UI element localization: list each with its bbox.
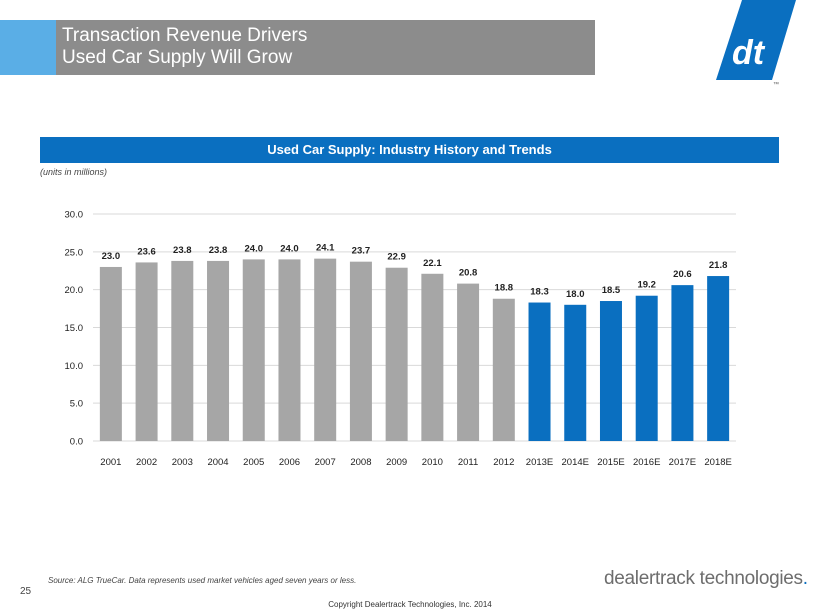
x-tick-label: 2018E (704, 457, 731, 468)
dealertrack-dt-logo-icon: dt ™ (716, 0, 796, 88)
bar (564, 304, 587, 441)
x-tick-label: 2013E (526, 457, 553, 468)
bar (135, 262, 158, 441)
x-tick-label: 2009 (386, 457, 407, 468)
x-tick-label: 2015E (597, 457, 624, 468)
bar-value-label: 23.0 (102, 251, 121, 262)
y-tick-label: 0.0 (70, 437, 83, 448)
bar-value-label: 23.8 (173, 245, 192, 256)
x-tick-label: 2016E (633, 457, 660, 468)
bar-value-label: 23.6 (137, 246, 156, 257)
bar (599, 301, 622, 441)
bar (635, 295, 658, 441)
chart-section-header: Used Car Supply: Industry History and Tr… (40, 137, 779, 163)
brand-wordmark-text: dealertrack technologies (604, 568, 803, 589)
x-tick-label: 2012 (493, 457, 514, 468)
trademark-symbol: ™ (773, 81, 779, 88)
bar-value-label: 24.0 (280, 243, 299, 254)
brand-wordmark: dealertrack technologies. (604, 568, 808, 590)
bar (171, 260, 194, 441)
x-tick-label: 2014E (562, 457, 589, 468)
y-tick-label: 20.0 (65, 285, 84, 296)
x-tick-label: 2011 (458, 457, 478, 468)
bar-value-label: 21.8 (709, 260, 728, 271)
bar-value-label: 20.8 (459, 268, 478, 279)
bar (242, 259, 265, 441)
x-tick-label: 2010 (422, 457, 443, 468)
bar-value-label: 18.3 (530, 287, 549, 298)
copyright-text: Copyright Dealertrack Technologies, Inc.… (328, 600, 492, 609)
x-tick-label: 2017E (669, 457, 696, 468)
slide-title-line-2: Used Car Supply Will Grow (62, 47, 293, 68)
title-accent-bar (0, 20, 56, 75)
bar (671, 285, 694, 441)
bar-value-label: 22.1 (423, 258, 442, 269)
bar (421, 273, 444, 441)
source-note: Source: ALG TrueCar. Data represents use… (48, 576, 357, 585)
x-tick-label: 2002 (136, 457, 157, 468)
y-tick-label: 15.0 (65, 323, 84, 334)
bar-value-label: 23.7 (352, 246, 371, 257)
bar (492, 298, 515, 441)
y-tick-label: 25.0 (65, 247, 84, 258)
bar-value-label: 19.2 (637, 280, 656, 291)
bar (207, 260, 230, 441)
x-tick-label: 2004 (207, 457, 228, 468)
units-note: (units in millions) (40, 167, 108, 177)
bar (349, 261, 372, 441)
x-tick-label: 2005 (243, 457, 264, 468)
bar-value-label: 24.1 (316, 243, 335, 254)
bar-value-label: 23.8 (209, 245, 228, 256)
slide-title-line-1: Transaction Revenue Drivers (62, 25, 308, 46)
bar (314, 258, 337, 441)
slide-title: Transaction Revenue Drivers Used Car Sup… (56, 20, 595, 75)
x-tick-label: 2001 (100, 457, 121, 468)
bar (278, 259, 301, 441)
bar (99, 266, 122, 441)
bar (707, 276, 730, 441)
y-tick-label: 30.0 (65, 210, 84, 221)
bar-value-label: 20.6 (673, 269, 692, 280)
bar-value-label: 24.0 (245, 243, 264, 254)
x-tick-label: 2007 (315, 457, 336, 468)
page-number: 25 (20, 586, 32, 597)
y-tick-label: 5.0 (70, 399, 83, 410)
bar-value-label: 22.9 (387, 252, 406, 263)
brand-wordmark-dot: . (802, 568, 808, 589)
x-tick-label: 2008 (350, 457, 371, 468)
bar (528, 302, 551, 441)
x-tick-label: 2003 (172, 457, 193, 468)
bar-value-label: 18.0 (566, 289, 585, 300)
bar-value-label: 18.8 (495, 283, 514, 294)
bar (385, 267, 408, 441)
x-tick-label: 2006 (279, 457, 300, 468)
bar-value-label: 18.5 (602, 285, 621, 296)
bar (457, 283, 480, 441)
logo-mark-text: dt (732, 34, 766, 72)
y-tick-label: 10.0 (65, 361, 84, 372)
